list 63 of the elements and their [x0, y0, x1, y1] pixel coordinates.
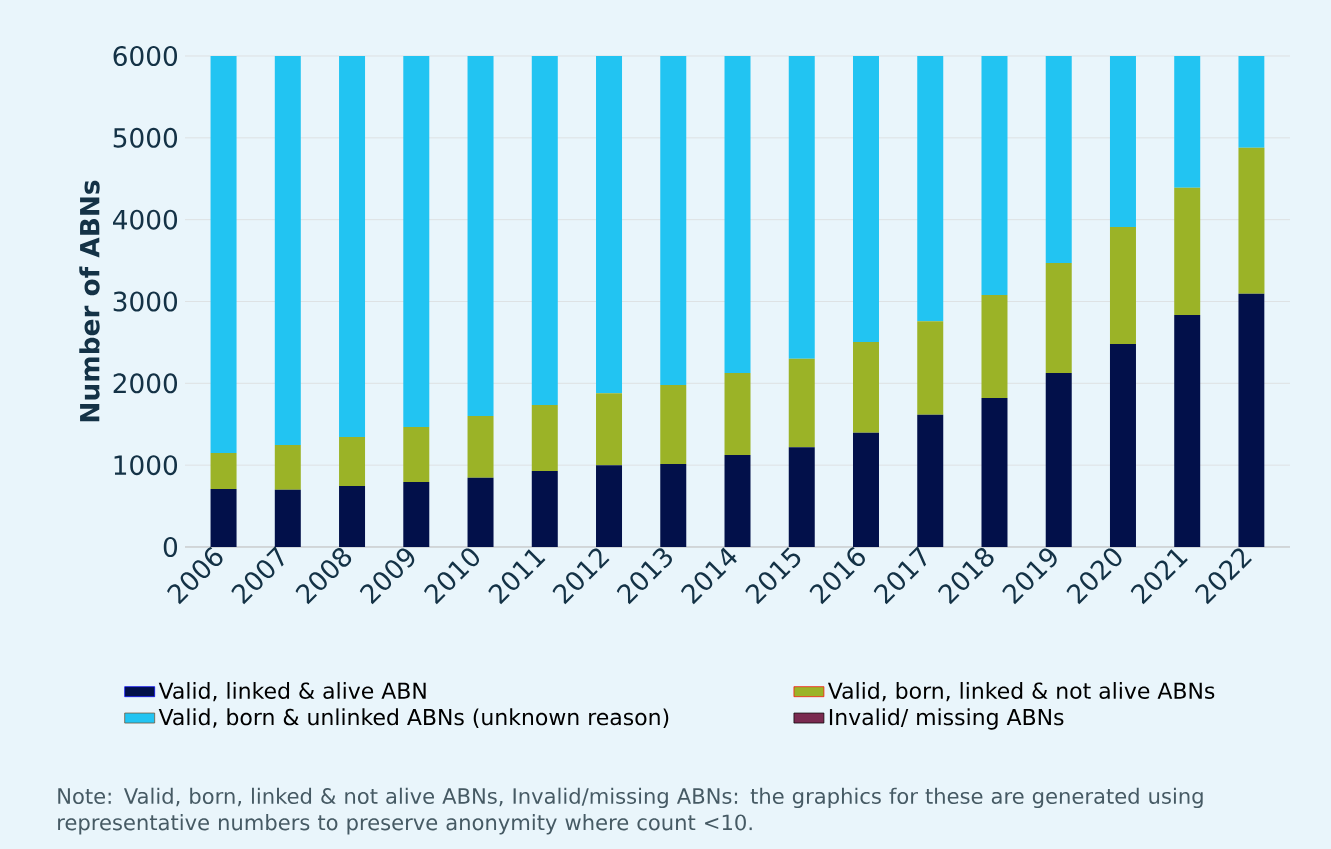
- bar: [596, 393, 623, 466]
- bar: [981, 398, 1008, 547]
- bar: [531, 405, 558, 471]
- bar: [1109, 227, 1136, 345]
- y-tick-label: 1000: [114, 455, 178, 476]
- bar: [788, 358, 815, 448]
- bar: [339, 436, 366, 487]
- bar: [853, 432, 879, 547]
- bar: [1109, 344, 1136, 547]
- y-tick-label: 3000: [113, 291, 178, 312]
- bar: [210, 56, 237, 453]
- bar: [853, 56, 879, 342]
- bar: [981, 294, 1008, 399]
- bar: [467, 416, 494, 478]
- y-axis-title: Number of ABNs: [79, 180, 100, 422]
- bar: [339, 486, 366, 547]
- bar: [1238, 56, 1265, 148]
- bar: [1109, 56, 1136, 228]
- bar: [596, 56, 623, 394]
- bar: [724, 373, 751, 455]
- bar: [531, 56, 558, 406]
- bar: [917, 56, 944, 322]
- bar: [1174, 314, 1201, 547]
- legend-label: Invalid/ missing ABNs: [829, 708, 1064, 730]
- legend-label: Valid, linked & alive ABN: [158, 682, 426, 702]
- bar: [274, 489, 301, 547]
- bar: [1174, 56, 1201, 188]
- bar: [467, 477, 494, 547]
- bar: [1045, 373, 1072, 547]
- bar: [788, 447, 815, 547]
- bar: [210, 452, 237, 489]
- bar: [339, 56, 366, 437]
- bar: [403, 427, 430, 482]
- bar: [853, 342, 879, 433]
- bar: [917, 321, 944, 415]
- bar: [467, 56, 494, 417]
- y-tick-label: 5000: [113, 127, 178, 148]
- bar: [531, 470, 558, 547]
- bar: [403, 481, 430, 547]
- legend-label: Valid, born & unlinked ABNs (unknown reason): [158, 708, 669, 728]
- bar: [1174, 187, 1201, 315]
- bar: [1238, 293, 1265, 547]
- y-tick-label: 6000: [113, 46, 178, 66]
- y-tick-label: 4000: [113, 209, 178, 230]
- bar: [274, 445, 301, 490]
- bar: [1238, 147, 1265, 294]
- bar: [788, 56, 815, 359]
- bar: [660, 384, 687, 464]
- bar: [660, 56, 687, 385]
- bar: [596, 465, 623, 547]
- text: Note: Valid, born, linked & not alive ABNs, Invalid/missing ABNs: the graphics for these are generated using representative numbers to preserve anonymity where count <10.: [58, 787, 1203, 835]
- legend-label: Valid, born, linked & not alive ABNs: [827, 682, 1215, 702]
- bar: [660, 463, 687, 547]
- bar: [917, 414, 944, 547]
- bar: [274, 56, 301, 446]
- bar: [210, 488, 237, 547]
- y-tick-label: 2000: [113, 373, 178, 394]
- bar: [724, 454, 751, 547]
- bar: [1045, 263, 1072, 374]
- bar: [403, 56, 430, 428]
- bar: [1045, 56, 1072, 264]
- bar: [724, 56, 751, 374]
- bar: [981, 56, 1008, 295]
